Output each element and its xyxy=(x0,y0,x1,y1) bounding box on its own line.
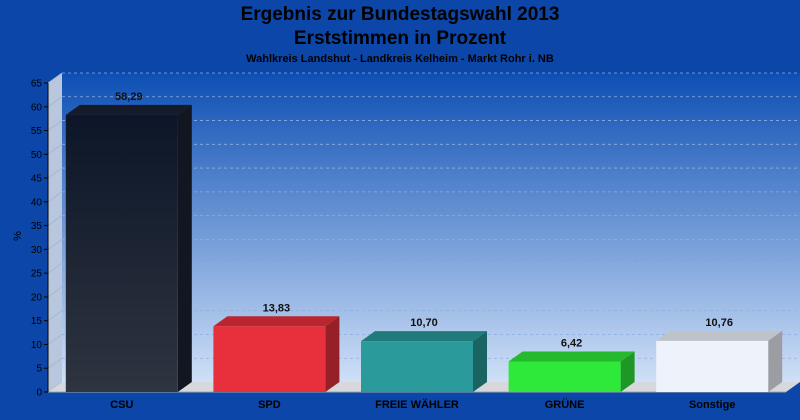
y-tick-label: 15 xyxy=(31,316,43,327)
bar-top xyxy=(508,351,635,362)
bar-side xyxy=(620,351,635,392)
gridline-wall xyxy=(47,215,63,226)
y-tick-label: 35 xyxy=(31,221,43,232)
bar-side xyxy=(177,104,192,392)
bar-top xyxy=(213,316,340,327)
data-label: 10,76 xyxy=(705,317,733,329)
plot-left-wall xyxy=(48,73,62,392)
y-tick-label: 25 xyxy=(31,269,43,280)
gridline-wall xyxy=(47,120,63,131)
x-tick-label: SPD xyxy=(258,399,281,411)
gridline-wall xyxy=(47,286,63,298)
y-tick-label: 50 xyxy=(31,150,43,161)
data-label: 10,70 xyxy=(410,317,438,329)
y-tick-label: 55 xyxy=(31,126,43,137)
x-tick-label: Sonstige xyxy=(689,399,735,411)
y-tick-label: 20 xyxy=(31,292,43,303)
gridline-wall xyxy=(47,262,63,274)
bar xyxy=(65,114,178,392)
y-tick-label: 45 xyxy=(31,174,43,185)
bar xyxy=(656,340,769,392)
chart-title: Ergebnis zur Bundestagswahl 2013 xyxy=(240,4,560,25)
chart-subtitle: Wahlkreis Landshut - Landkreis Kelheim -… xyxy=(246,53,554,65)
data-label: 58,29 xyxy=(115,91,143,103)
bar xyxy=(508,361,621,392)
bar-side xyxy=(473,331,487,392)
data-label: 6,42 xyxy=(561,337,582,349)
gridline-wall xyxy=(47,357,63,369)
bar-sonstige xyxy=(656,330,783,392)
chart-title-line2: Erststimmen in Prozent xyxy=(293,28,507,49)
x-tick-label: CSU xyxy=(110,399,133,411)
y-tick-label: 5 xyxy=(36,364,42,375)
bar-csu xyxy=(65,104,192,392)
bar-side xyxy=(768,330,783,392)
gridline-wall xyxy=(47,143,63,155)
y-tick-label: 10 xyxy=(31,340,43,351)
gridline-wall xyxy=(47,72,63,84)
x-tick-label: GRÜNE xyxy=(545,398,585,411)
bar xyxy=(361,341,473,392)
y-tick-label: 60 xyxy=(31,102,43,113)
y-axis-label: % xyxy=(12,231,24,241)
bar-spd xyxy=(213,316,340,392)
bar-grüne xyxy=(508,351,635,392)
bar xyxy=(213,326,326,392)
bar-freie-wähler xyxy=(361,331,487,392)
y-tick-label: 0 xyxy=(36,388,42,399)
gridline-wall xyxy=(47,310,63,322)
x-tick-label: FREIE WÄHLER xyxy=(375,398,459,411)
bar-top xyxy=(361,331,487,342)
data-label: 13,83 xyxy=(263,302,291,314)
bar-side xyxy=(325,316,340,392)
bar-top xyxy=(65,104,192,115)
y-tick-label: 30 xyxy=(31,245,43,256)
gridline-wall xyxy=(47,167,63,179)
y-tick-label: 40 xyxy=(31,197,43,208)
bar-top xyxy=(656,330,783,341)
gridline-wall xyxy=(47,96,63,108)
gridline-wall xyxy=(47,239,63,250)
y-tick-label: 65 xyxy=(31,79,43,90)
gridline-wall xyxy=(47,334,63,345)
gridline-wall xyxy=(47,191,63,203)
